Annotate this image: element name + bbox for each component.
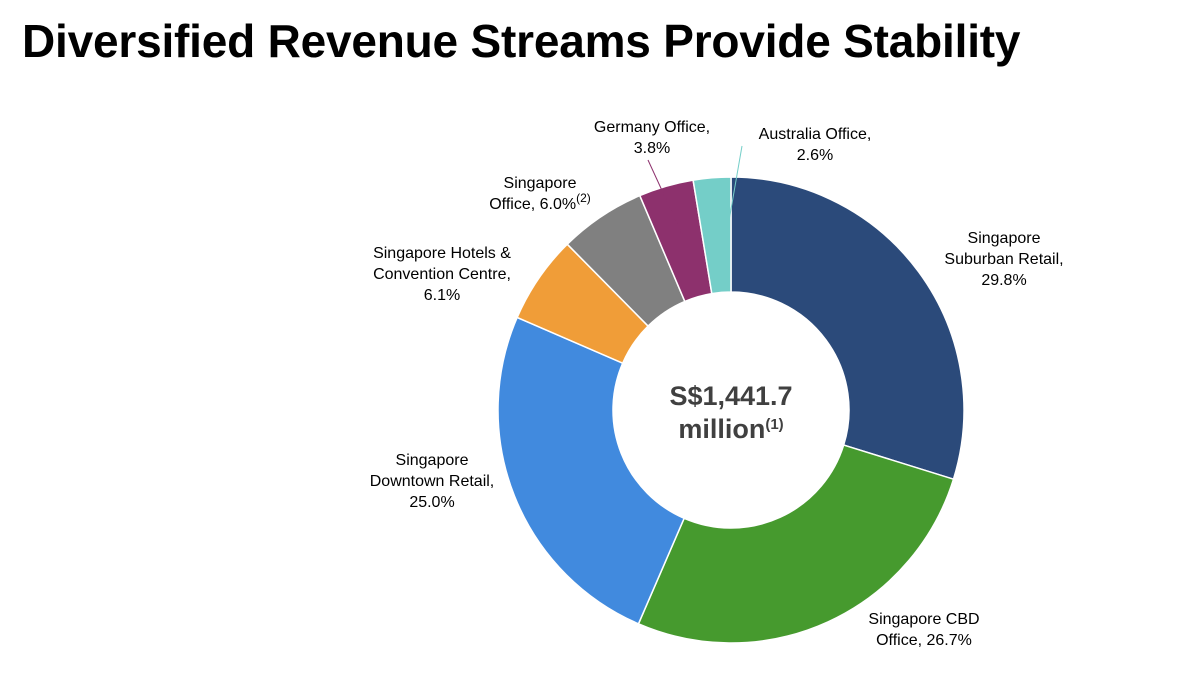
label-line: 29.8% (981, 272, 1026, 289)
label-line: 2.6% (797, 147, 833, 164)
leader-lines-group (647, 145, 743, 285)
label-singapore-office: Singapore Office, 6.0%(2) (489, 175, 591, 213)
label-line: Convention Centre, (373, 266, 511, 283)
label-line: Singapore (396, 452, 469, 469)
slices-group (497, 176, 965, 644)
label-line: Germany Office, (594, 119, 710, 136)
label-line: Singapore (968, 230, 1041, 247)
label-line: Singapore CBD (868, 611, 979, 628)
slice-labels-group: Singapore Suburban Retail, 29.8% Singapore … (370, 119, 1064, 649)
page-title: Diversified Revenue Streams Provide Stab… (22, 15, 1021, 67)
label-singapore-suburban-retail: Singapore Suburban Retail, 29.8% (944, 230, 1063, 289)
label-germany-office: Germany Office, 3.8% (594, 119, 710, 157)
slice-singapore-downtown-retail (497, 316, 686, 625)
label-line: Downtown Retail, (370, 473, 495, 490)
label-australia-office: Australia Office, 2.6% (759, 126, 872, 164)
label-line: Australia Office, (759, 126, 872, 143)
leader-line-germany-office (647, 159, 683, 235)
label-line: Singapore (504, 175, 577, 192)
slice-singapore-cbd-office (637, 444, 955, 644)
label-singapore-hotels-and-convention-centre: Singapore Hotels & Convention Centre, 6.1% (373, 245, 511, 304)
footnote-marker: (2) (576, 191, 591, 205)
center-total-value: S$1,441.7 (669, 381, 792, 411)
slice-singapore-suburban-retail (730, 176, 965, 481)
label-line: Office, 6.0% (489, 196, 576, 213)
label-line: 3.8% (634, 140, 670, 157)
label-singapore-cbd-office: Singapore CBD Office, 26.7% (868, 611, 979, 649)
label-singapore-downtown-retail: Singapore Downtown Retail, 25.0% (370, 452, 495, 511)
label-line: Singapore Hotels & (373, 245, 511, 262)
label-line: 25.0% (409, 494, 454, 511)
label-line: 6.1% (424, 287, 460, 304)
leader-line-australia-office (717, 145, 743, 285)
center-unit-text: million (678, 414, 765, 444)
center-footnote-marker: (1) (765, 416, 783, 433)
label-line: Office, 26.7% (876, 632, 972, 649)
center-total-unit: million(1) (678, 414, 783, 444)
label-line: Suburban Retail, (944, 251, 1063, 268)
